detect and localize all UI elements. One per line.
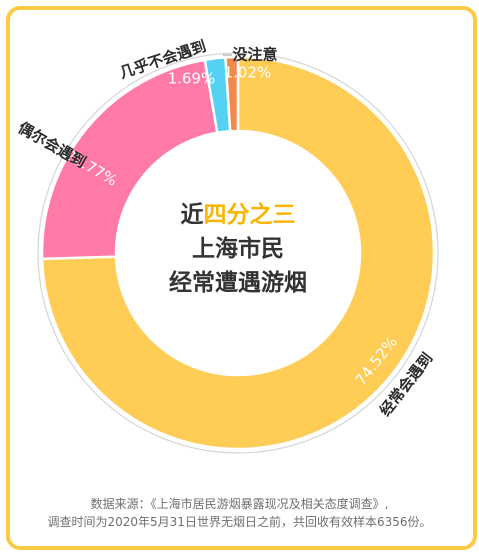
center-title-line-2: 上海市民 [192,235,284,262]
center-title-1-prefix: 近 [181,202,204,228]
category-label-4: 没注意 [232,46,277,64]
source-line-2: 调查时间为2020年5月31日世界无烟日之前，共回收有效样本6356份。 [47,515,432,529]
center-title-1-highlight: 四分之三 [204,201,296,228]
value-label-4: 1.02% [224,64,272,82]
value-label-3: 1.69% [168,70,216,88]
slice-2 [40,58,219,261]
center-title-line-3: 经常遭遇游烟 [169,269,307,296]
source-line-1: 数据来源：《上海市居民游烟暴露现况及相关态度调查》, [90,497,389,511]
outer-guide-ring [37,52,439,454]
center-title-3-prefix: 经常遭遇游烟 [169,269,307,296]
center-title-line-1: 近四分之三 [181,201,296,228]
center-title-2-prefix: 上海市民 [192,235,284,262]
slice-1 [40,55,436,451]
slice-4 [224,55,240,133]
